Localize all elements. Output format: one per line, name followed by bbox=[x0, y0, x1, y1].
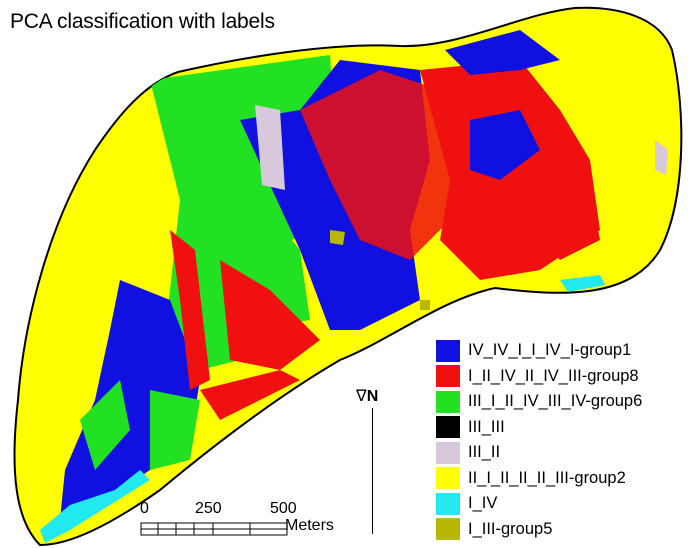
scale-tick-label: 500 bbox=[270, 500, 297, 517]
legend-label: III_III bbox=[468, 417, 505, 436]
legend-swatch bbox=[436, 441, 460, 464]
map-legend: IV_IV_I_I_IV_I-group1 I_II_IV_II_IV_III-… bbox=[436, 338, 686, 542]
scale-tick-label: 0 bbox=[140, 500, 149, 517]
legend-label: IV_IV_I_I_IV_I-group1 bbox=[468, 341, 632, 360]
legend-item: III_I_II_IV_III_IV-group6 bbox=[436, 389, 686, 415]
scale-bar: 0 250 500 Meters bbox=[140, 500, 380, 540]
legend-item: I_IV bbox=[436, 491, 686, 517]
legend-label: I_IV bbox=[468, 494, 498, 513]
legend-item: III_III bbox=[436, 415, 686, 441]
north-label: N bbox=[366, 388, 379, 405]
scale-tick-label: 250 bbox=[195, 500, 222, 517]
legend-label: III_II bbox=[468, 443, 501, 462]
scale-unit-label: Meters bbox=[285, 517, 334, 534]
legend-swatch bbox=[436, 339, 460, 362]
divider bbox=[372, 408, 373, 534]
legend-item: II_I_II_II_II_III-group2 bbox=[436, 466, 686, 492]
legend-item: III_II bbox=[436, 440, 686, 466]
scale-bar-graphic bbox=[140, 522, 288, 536]
legend-swatch bbox=[436, 467, 460, 490]
legend-swatch bbox=[436, 518, 460, 541]
legend-swatch bbox=[436, 416, 460, 439]
legend-swatch bbox=[436, 365, 460, 388]
map-title: PCA classification with labels bbox=[10, 10, 275, 33]
legend-label: III_I_II_IV_III_IV-group6 bbox=[468, 392, 643, 411]
legend-label: II_I_II_II_II_III-group2 bbox=[468, 468, 626, 487]
north-arrow-icon: ∇ bbox=[356, 388, 367, 405]
legend-item: I_II_IV_II_IV_III-group8 bbox=[436, 364, 686, 390]
legend-label: I_III-group5 bbox=[468, 519, 553, 538]
legend-item: IV_IV_I_I_IV_I-group1 bbox=[436, 338, 686, 364]
legend-item: I_III-group5 bbox=[436, 517, 686, 543]
north-arrow: ∇N bbox=[356, 386, 378, 406]
legend-swatch bbox=[436, 492, 460, 515]
legend-swatch bbox=[436, 390, 460, 413]
legend-label: I_II_IV_II_IV_III-group8 bbox=[468, 366, 639, 385]
